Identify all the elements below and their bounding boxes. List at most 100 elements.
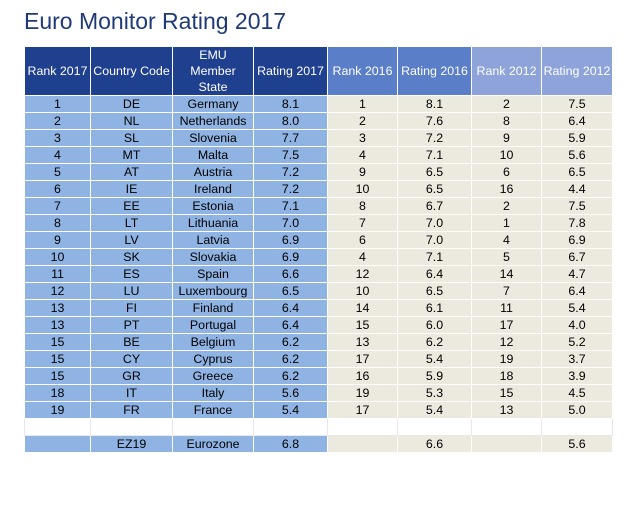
rating-2017-cell: 7.1	[253, 197, 328, 215]
rating-2016-cell: 5.4	[397, 401, 472, 419]
table-row: 7 EE Estonia 7.1 8 6.7 2 7.5	[24, 197, 613, 215]
rating-2016-cell: 7.0	[397, 214, 472, 232]
country-code-cell: ES	[90, 265, 173, 283]
eurozone-rank-2012-cell	[471, 435, 542, 453]
member-state-cell: Malta	[172, 146, 254, 164]
rating-2016-cell: 7.1	[397, 146, 472, 164]
table-row: 15 GR Greece 6.2 16 5.9 18 3.9	[24, 367, 613, 385]
table-row: 12 LU Luxembourg 6.5 10 6.5 7 6.4	[24, 282, 613, 300]
header-country-code: Country Code	[90, 46, 173, 96]
rank-2012-cell: 5	[471, 248, 542, 266]
country-code-cell: FR	[90, 401, 173, 419]
header-rating-2012: Rating 2012	[541, 46, 613, 96]
rank-2012-cell: 4	[471, 231, 542, 249]
rating-2012-cell: 6.9	[541, 231, 613, 249]
rating-2012-cell: 4.0	[541, 316, 613, 334]
rank-2016-cell: 12	[327, 265, 398, 283]
rating-2016-cell: 6.5	[397, 282, 472, 300]
rank-2012-cell: 2	[471, 197, 542, 215]
rating-2012-cell: 4.4	[541, 180, 613, 198]
rank-2012-cell: 1	[471, 214, 542, 232]
rank-2017-cell: 18	[24, 384, 91, 402]
rank-2016-cell: 10	[327, 180, 398, 198]
rating-table: Rank 2017 Country Code EMU Member State …	[24, 46, 613, 453]
rank-2017-cell: 6	[24, 180, 91, 198]
rank-2016-cell: 19	[327, 384, 398, 402]
member-state-cell: Slovakia	[172, 248, 254, 266]
rank-2017-cell: 15	[24, 333, 91, 351]
rank-2017-cell: 8	[24, 214, 91, 232]
rank-2017-cell: 15	[24, 350, 91, 368]
rank-2012-cell: 17	[471, 316, 542, 334]
country-code-cell: CY	[90, 350, 173, 368]
rank-2012-cell: 18	[471, 367, 542, 385]
rank-2012-cell: 19	[471, 350, 542, 368]
rank-2012-cell: 2	[471, 95, 542, 113]
spacer-cell	[253, 418, 328, 436]
rank-2012-cell: 6	[471, 163, 542, 181]
table-row: 6 IE Ireland 7.2 10 6.5 16 4.4	[24, 180, 613, 198]
header-row: Rank 2017 Country Code EMU Member State …	[24, 46, 613, 96]
member-state-cell: Netherlands	[172, 112, 254, 130]
rating-2012-cell: 6.7	[541, 248, 613, 266]
member-state-cell: Estonia	[172, 197, 254, 215]
rank-2012-cell: 10	[471, 146, 542, 164]
rating-2017-cell: 7.0	[253, 214, 328, 232]
spacer-cell	[327, 418, 398, 436]
rank-2016-cell: 10	[327, 282, 398, 300]
header-rank-2017: Rank 2017	[24, 46, 91, 96]
table-row: 13 PT Portugal 6.4 15 6.0 17 4.0	[24, 316, 613, 334]
rank-2017-cell: 11	[24, 265, 91, 283]
spacer-row	[24, 418, 613, 436]
rating-2012-cell: 6.5	[541, 163, 613, 181]
table-row: 5 AT Austria 7.2 9 6.5 6 6.5	[24, 163, 613, 181]
member-state-cell: Spain	[172, 265, 254, 283]
rank-2016-cell: 13	[327, 333, 398, 351]
table-row: 8 LT Lithuania 7.0 7 7.0 1 7.8	[24, 214, 613, 232]
rating-2012-cell: 5.2	[541, 333, 613, 351]
rank-2017-cell: 1	[24, 95, 91, 113]
rank-2012-cell: 8	[471, 112, 542, 130]
header-emu-line: Member	[190, 64, 236, 78]
rank-2016-cell: 17	[327, 350, 398, 368]
header-rating-2017: Rating 2017	[253, 46, 328, 96]
rating-2017-cell: 8.0	[253, 112, 328, 130]
rating-2016-cell: 7.0	[397, 231, 472, 249]
header-rank-2012: Rank 2012	[471, 46, 542, 96]
rank-2017-cell: 12	[24, 282, 91, 300]
member-state-cell: Portugal	[172, 316, 254, 334]
country-code-cell: BE	[90, 333, 173, 351]
table-row: 15 CY Cyprus 6.2 17 5.4 19 3.7	[24, 350, 613, 368]
rating-2017-cell: 6.6	[253, 265, 328, 283]
rating-2017-cell: 6.2	[253, 333, 328, 351]
table-row: 19 FR France 5.4 17 5.4 13 5.0	[24, 401, 613, 419]
rating-2016-cell: 5.9	[397, 367, 472, 385]
rating-2012-cell: 5.6	[541, 146, 613, 164]
country-code-cell: DE	[90, 95, 173, 113]
table-row: 3 SL Slovenia 7.7 3 7.2 9 5.9	[24, 129, 613, 147]
rank-2016-cell: 14	[327, 299, 398, 317]
eurozone-rating-2017-cell: 6.8	[253, 435, 328, 453]
rank-2016-cell: 6	[327, 231, 398, 249]
rating-2017-cell: 7.5	[253, 146, 328, 164]
rating-2016-cell: 6.1	[397, 299, 472, 317]
rating-2012-cell: 6.4	[541, 282, 613, 300]
country-code-cell: AT	[90, 163, 173, 181]
eurozone-rank-2017-cell	[24, 435, 91, 453]
rank-2016-cell: 16	[327, 367, 398, 385]
table-row: 11 ES Spain 6.6 12 6.4 14 4.7	[24, 265, 613, 283]
table-row: 10 SK Slovakia 6.9 4 7.1 5 6.7	[24, 248, 613, 266]
rating-2012-cell: 5.4	[541, 299, 613, 317]
eurozone-row: EZ19 Eurozone 6.8 6.6 5.6	[24, 435, 613, 453]
header-emu-member-state: EMU Member State	[172, 46, 254, 96]
eurozone-rating-2012-cell: 5.6	[541, 435, 613, 453]
rank-2016-cell: 17	[327, 401, 398, 419]
spacer-cell	[471, 418, 542, 436]
rating-2017-cell: 6.2	[253, 350, 328, 368]
country-code-cell: FI	[90, 299, 173, 317]
rating-2016-cell: 8.1	[397, 95, 472, 113]
rating-2012-cell: 7.8	[541, 214, 613, 232]
rating-2012-cell: 5.9	[541, 129, 613, 147]
eurozone-rank-2016-cell	[327, 435, 398, 453]
rank-2017-cell: 2	[24, 112, 91, 130]
